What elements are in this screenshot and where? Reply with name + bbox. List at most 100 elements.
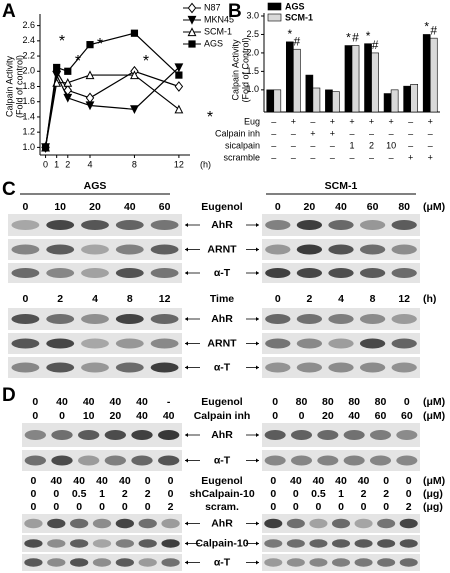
band [11,220,40,230]
band [377,558,396,567]
band-label: α-T [214,361,231,373]
band [150,338,179,349]
band [81,314,109,324]
bar [305,74,314,113]
bar [312,87,321,113]
x-tick-label: 4 [87,159,92,169]
condition-value: – [271,128,276,138]
condition-value: + [428,152,433,162]
x-tick-label: 1 [54,159,59,169]
band [24,518,43,529]
blot-background [22,450,182,471]
lane-label: 0.5 [72,488,87,500]
band-label: ARNT [207,243,237,255]
band [296,244,323,255]
band [24,455,46,466]
condition-value: – [389,128,394,138]
unit-label: (μg) [423,488,443,500]
lane-label: 0 [22,293,28,305]
band [328,268,354,278]
legend-label: SCM-1 [285,12,313,22]
marker [85,70,95,80]
marker [130,70,139,80]
panel-label: D [2,385,16,406]
band [11,338,40,349]
condition-value: – [310,116,315,126]
marker [63,77,73,87]
band [138,518,157,529]
marker [41,143,50,151]
lane-label: 0 [270,501,276,513]
band [46,244,75,255]
band [51,455,73,466]
band [81,244,109,255]
band [70,558,89,567]
lane-label: 2 [383,488,389,500]
band [138,539,157,548]
band [359,220,386,230]
blot-background [22,423,182,447]
arrow-head [256,223,259,227]
arrow-head [256,317,259,321]
arrow-head [256,541,259,546]
band [138,558,157,567]
y-tick-label: 2.2 [22,50,35,60]
lane-label: 40 [119,475,131,487]
legend-label: AGS [204,38,223,48]
band [264,518,283,529]
lane-label: 60 [401,410,413,422]
blot-background [8,333,182,354]
marker [175,71,183,79]
y-tick-label: 1.6 [22,96,35,106]
band [399,558,418,567]
significance: * [207,109,213,126]
x-tick-label: 0 [43,159,48,169]
panel-label: B [228,1,242,22]
condition-value: – [428,128,433,138]
condition-value: – [271,140,276,150]
band [391,314,417,324]
condition-value: 10 [386,140,396,150]
band [265,314,291,324]
legend-label: SCM-1 [204,26,232,36]
lane-label: 0 [168,488,174,500]
lane-label: 40 [96,475,108,487]
band [286,539,305,548]
condition-value: – [349,128,354,138]
bar [429,37,438,113]
band [343,455,365,466]
blot-background [22,554,182,571]
arrow-head [185,271,188,275]
x-tick-label: 12 [174,159,184,169]
band [396,430,418,440]
arrow-head [256,247,259,252]
bar [325,89,333,113]
band [359,268,386,278]
bar [364,43,372,113]
lane-label: 40 [109,396,121,408]
lane-label: 0 [293,501,299,513]
band [309,518,328,529]
row-label: scram. [205,501,239,513]
lane-label: 12 [398,293,410,305]
band [391,338,417,349]
bar [383,93,392,113]
arrow-head [185,365,188,370]
blot-background [262,423,420,447]
band [331,518,351,529]
marker [130,105,139,115]
marker [86,41,94,49]
y-tick-label: 3.0 [246,10,259,20]
band [11,362,40,373]
condition-value: – [369,152,374,162]
arrow-head [256,341,259,346]
band [296,314,323,324]
band [115,244,144,255]
condition-value: – [408,128,413,138]
arrow-head [256,521,259,526]
marker [174,81,184,92]
lane-label: 0 [270,488,276,500]
blot-background [8,263,182,283]
lane-label: 10 [54,201,66,213]
